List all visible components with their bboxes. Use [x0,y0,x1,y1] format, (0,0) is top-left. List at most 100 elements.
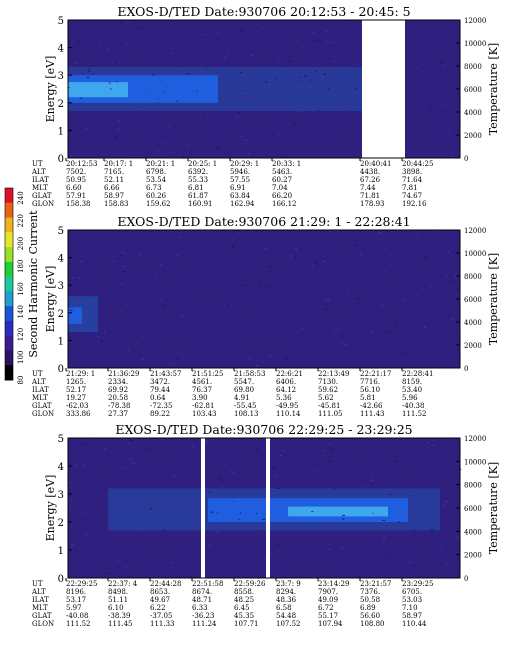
info-cell: 50.58 [360,596,380,604]
texture-speck [171,537,173,539]
info-cell: 108.13 [234,410,259,418]
texture-speck [261,27,264,29]
info-cell: 8196. [66,588,86,596]
y-axis-label-right: Temperature [K] [487,253,500,345]
info-cell: 20:25: 1 [188,160,217,168]
texture-speck [428,105,432,107]
texture-speck [303,438,305,440]
texture-speck [442,64,445,66]
info-cell: 6.22 [150,604,166,612]
texture-speck [174,362,177,364]
texture-speck [239,512,242,514]
texture-speck [385,553,388,555]
texture-speck [228,492,231,494]
info-cell: 7502. [66,168,86,176]
texture-speck [332,60,335,62]
texture-speck [189,504,191,506]
texture-speck [139,548,142,550]
texture-speck [423,326,427,328]
y-right-tick-label: 8000 [464,63,482,71]
info-cell: 23:14:29 [318,580,349,588]
texture-speck [276,544,280,546]
texture-speck [282,450,286,452]
texture-speck [383,248,386,250]
texture-speck [374,473,377,475]
texture-speck [282,65,284,67]
texture-speck [344,303,346,305]
texture-speck [133,20,137,22]
texture-speck [84,533,88,535]
texture-speck [262,518,266,520]
y-tick-label: 3 [58,281,64,292]
texture-speck [285,23,288,25]
info-cell: -36.23 [192,612,214,620]
texture-speck [313,576,316,578]
info-cell: 3.90 [192,394,208,402]
texture-speck [440,61,443,63]
info-cell: -42.66 [360,402,383,410]
texture-speck [75,276,77,278]
y-right-tick-label: 0 [464,365,468,373]
texture-speck [109,512,112,514]
texture-speck [141,529,143,531]
texture-speck [241,89,243,91]
info-cell: 111.24 [192,620,217,628]
texture-speck [293,123,297,125]
y-right-tick-label: 8000 [464,482,482,490]
texture-speck [255,77,257,79]
texture-speck [304,75,307,77]
texture-speck [431,445,434,447]
texture-speck [117,120,121,122]
info-cell: 50.95 [66,176,86,184]
info-cell: 4.91 [234,394,250,402]
info-cell: 3472. [150,378,170,386]
texture-speck [157,150,159,152]
texture-speck [148,537,151,539]
texture-speck [447,251,450,253]
data-gap [362,20,405,158]
texture-speck [224,57,227,59]
texture-speck [93,314,97,316]
info-cell: 2334. [108,378,128,386]
texture-speck [201,34,204,36]
texture-speck [277,487,281,489]
info-cell: 20:44:25 [402,160,433,168]
data-gap [266,438,270,578]
y-right-tick-label: 2000 [464,342,482,350]
texture-speck [217,32,220,34]
texture-speck [415,150,418,152]
info-cell: 6.89 [360,604,376,612]
texture-speck [327,299,331,301]
colorbar-tick-label: 160 [17,282,25,295]
texture-speck [172,151,174,153]
texture-speck [204,232,206,234]
texture-speck [325,140,328,142]
texture-speck [391,575,393,577]
texture-speck [100,479,104,481]
texture-speck [223,59,225,61]
y-tick-label: 3 [58,71,64,82]
texture-speck [288,60,291,62]
info-cell: 111.45 [108,620,133,628]
y-tick-label: 4 [58,254,64,265]
colorbar-tick-label: 180 [17,260,25,273]
texture-speck [324,21,326,23]
texture-speck [450,254,452,256]
info-cell: 57.55 [230,176,250,184]
texture-speck [90,257,92,259]
texture-speck [265,124,269,126]
info-row-label: ALT [31,588,46,596]
texture-speck [443,505,447,507]
texture-speck [423,257,427,259]
info-cell: 7376. [360,588,380,596]
info-row-label: ILAT [32,386,49,394]
y-right-tick-label: 2000 [464,552,482,560]
texture-speck [303,569,305,571]
texture-speck [323,74,327,76]
texture-speck [410,495,412,497]
info-cell: 53.54 [146,176,167,184]
info-cell: -40.38 [402,402,424,410]
texture-speck [440,334,442,336]
info-cell: 333.86 [66,410,91,418]
y-right-tick-label: 12000 [464,17,486,25]
